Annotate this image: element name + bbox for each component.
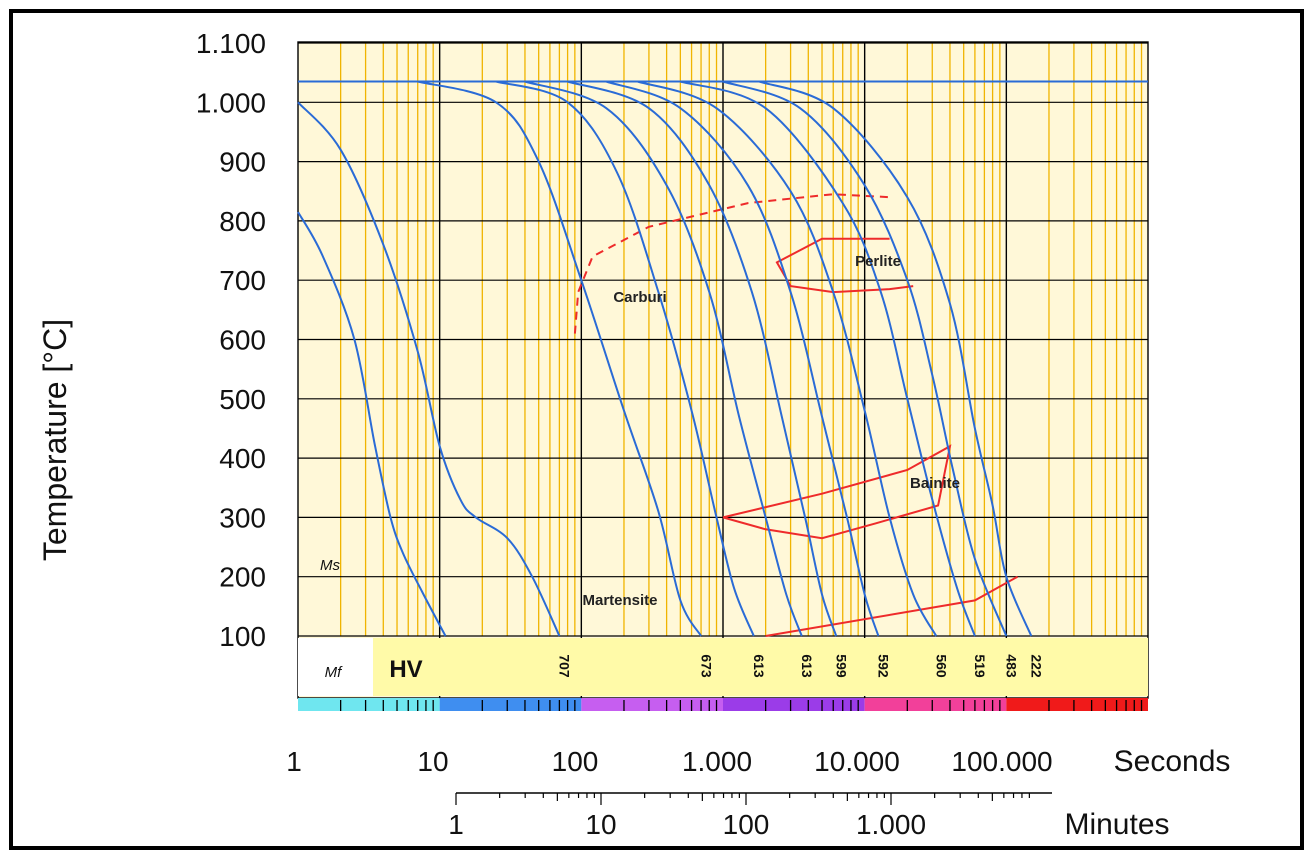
seconds-label: Seconds: [1114, 745, 1231, 778]
hv-row: [373, 638, 1148, 696]
y-axis-title: Temperature [°C]: [37, 319, 73, 561]
cooling-curve: [758, 80, 1033, 637]
hardness-value: 673: [698, 654, 714, 678]
cooling-curve: [417, 80, 702, 637]
y-tick-label: 600: [219, 325, 266, 356]
hardness-value: 483: [1004, 654, 1020, 678]
hardness-value: 222: [1029, 654, 1045, 678]
color-bar-segment: [1006, 698, 1148, 711]
y-tick-label: 1.000: [196, 87, 266, 118]
carburi-label: Carburi: [613, 289, 666, 306]
minutes-label: Minutes: [1064, 808, 1169, 841]
zone-boundary: [765, 575, 1019, 637]
zone-boundary: [573, 193, 890, 334]
x-tick-label: 10.000: [814, 746, 900, 777]
hv-label: HV: [389, 656, 422, 683]
x-tick-label: 1.000: [682, 746, 752, 777]
mf-label: Mf: [325, 664, 343, 681]
cooling-curve: [297, 211, 447, 637]
cooling-curves: 707 673 613 613 599 592 560 519 483 222: [297, 80, 1148, 678]
y-tick-label: 800: [219, 206, 266, 237]
hardness-value: 592: [876, 654, 892, 678]
cooling-curve: [680, 80, 976, 637]
mf-cell: [298, 638, 373, 696]
color-bar-segment: [723, 698, 865, 711]
bainite-label: Bainite: [910, 475, 960, 492]
y-tick-label: 300: [219, 502, 266, 533]
time-color-bar: [298, 698, 1148, 711]
y-tick-label: 900: [219, 147, 266, 178]
color-bar-segment: [439, 698, 582, 711]
zone-boundary: [722, 444, 952, 540]
x-tick-label: 100: [552, 746, 599, 777]
hardness-value: 560: [934, 654, 950, 678]
color-bar-segment: [298, 698, 440, 711]
minutes-tick-label: 1: [448, 809, 464, 840]
color-bar-segment: [581, 698, 723, 711]
x-tick-label: 1: [286, 746, 302, 777]
cooling-curve: [297, 101, 561, 637]
zone-boundary: [775, 237, 914, 294]
transformation-zones: [573, 193, 1019, 637]
minutes-tick-label: 100: [723, 809, 770, 840]
hardness-value: 613: [751, 654, 767, 678]
perlite-label: Perlite: [855, 253, 901, 270]
cooling-curve: [567, 80, 838, 637]
hardness-value: 599: [834, 654, 850, 678]
hardness-value: 613: [799, 654, 815, 678]
x-tick-label: 100.000: [951, 746, 1052, 777]
y-tick-label: 100: [219, 621, 266, 652]
cooling-curve: [637, 80, 938, 637]
cooling-curve: [722, 80, 1008, 637]
y-tick-label: 700: [219, 265, 266, 296]
minutes-tick-label: 10: [585, 809, 616, 840]
y-tick-label: 400: [219, 443, 266, 474]
axes: 100 200 300 400 500 600 700 800 900 1.000 1.100 1 10…: [196, 28, 1053, 840]
y-tick-label: 1.100: [196, 28, 266, 59]
hardness-band: [298, 638, 1148, 696]
cooling-curve: [605, 80, 880, 637]
hardness-value: 707: [557, 654, 573, 678]
hardness-value: 519: [972, 654, 988, 678]
x-tick-label: 10: [417, 746, 448, 777]
minutes-tick-label: 1.000: [856, 809, 926, 840]
y-tick-label: 200: [219, 562, 266, 593]
ms-label: Ms: [320, 557, 340, 574]
y-tick-label: 500: [219, 384, 266, 415]
cooling-curve: [495, 80, 755, 637]
martensite-label: Martensite: [582, 592, 657, 609]
color-bar-segment: [864, 698, 1007, 711]
cooling-curve: [524, 80, 803, 637]
region-labels: Carburi Perlite Bainite Martensite Ms Mf HV: [320, 253, 960, 683]
